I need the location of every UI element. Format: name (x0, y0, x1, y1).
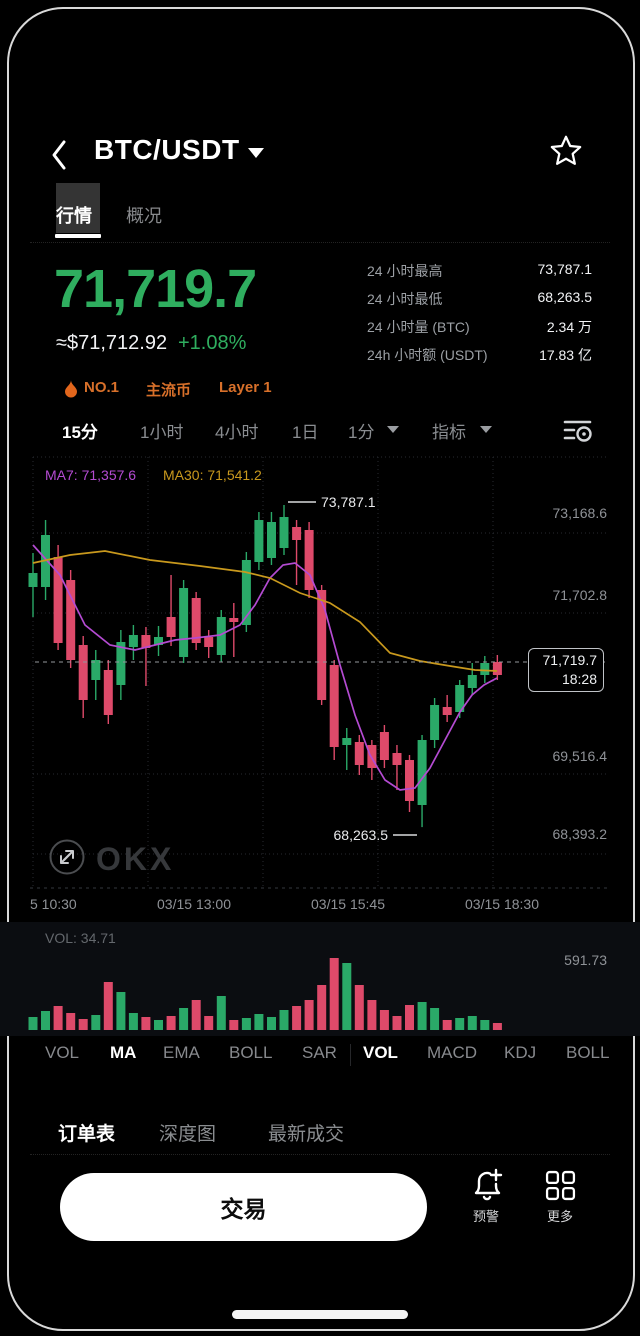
x-axis-tick: 5 10:30 (30, 896, 77, 912)
interval-more[interactable]: 1分 (348, 423, 375, 442)
tab-underline (55, 234, 101, 238)
indicator-tab-ma[interactable]: MA (110, 1043, 137, 1062)
alert-label: 预警 (472, 1209, 500, 1224)
y-axis-tick: 68,393.2 (552, 826, 608, 842)
rank-badge[interactable]: NO.1 (84, 379, 120, 396)
home-indicator (232, 1310, 408, 1319)
interval-1d[interactable]: 1日 (292, 423, 319, 442)
more-label: 更多 (546, 1209, 574, 1224)
current-price-box: 71,719.7 18:28 (528, 648, 604, 692)
chart-watermark: OKX (48, 838, 174, 881)
moving-averages-layer (32, 544, 498, 791)
stat-label: 24 小时最低 (367, 291, 443, 307)
indicator-tab-vol-main[interactable]: VOL (45, 1043, 80, 1062)
star-icon (550, 135, 582, 165)
price-change: +1.08% (178, 332, 247, 354)
stat-label: 24 小时量 (BTC) (367, 319, 470, 335)
stat-value: 17.83 亿 (539, 347, 592, 363)
x-axis-tick: 03/15 18:30 (465, 896, 539, 912)
y-axis-tick: 73,168.6 (552, 505, 608, 521)
candles-layer (28, 505, 502, 828)
tab-overview[interactable]: 概况 (126, 206, 162, 226)
chart-annotations: 73,787.1 68,263.5 (35, 494, 605, 843)
back-button[interactable] (49, 138, 69, 177)
indicator-tab-vol-sub[interactable]: VOL (363, 1043, 398, 1062)
tag-layer1[interactable]: Layer 1 (219, 379, 272, 396)
y-axis-tick: 69,516.4 (552, 748, 608, 764)
indicator-tab-sar[interactable]: SAR (302, 1043, 337, 1062)
current-price-value: 71,719.7 (542, 652, 598, 668)
y-axis-tick: 71,702.8 (552, 587, 608, 603)
stat-value: 2.34 万 (546, 319, 592, 335)
indicator-tab-boll[interactable]: BOLL (229, 1043, 273, 1062)
alert-button[interactable] (471, 1168, 503, 1207)
volume-current-label: VOL: 34.71 (45, 930, 116, 946)
stat-label: 24h 小时额 (USDT) (367, 347, 488, 363)
candlestick-chart[interactable]: 73,787.1 68,263.5 (0, 450, 640, 890)
stat-value: 73,787.1 (537, 261, 593, 277)
stat-value: 68,263.5 (537, 289, 593, 305)
okx-logo: OKX (96, 841, 175, 877)
interval-1h[interactable]: 1小时 (140, 423, 184, 442)
x-axis-tick: 03/15 15:45 (311, 896, 385, 912)
fiat-price: ≈$71,712.92 (56, 332, 168, 354)
expand-arrows-icon (49, 839, 85, 875)
back-chevron-icon (52, 140, 66, 170)
indicator-tab-kdj[interactable]: KDJ (504, 1043, 537, 1062)
high-annotation: 73,787.1 (321, 494, 376, 510)
tab-market[interactable]: 行情 (56, 206, 92, 226)
volume-bars-chart (28, 958, 502, 1030)
favorite-button[interactable] (549, 134, 583, 173)
trade-button[interactable]: 交易 (60, 1173, 427, 1241)
chart-settings-icon (563, 420, 592, 442)
volume-max-label: 591.73 (564, 952, 607, 968)
tab-depth-chart[interactable]: 深度图 (159, 1124, 217, 1145)
chevron-down-icon[interactable] (480, 426, 492, 433)
tab-market-highlight (56, 183, 100, 233)
tag-mainstream[interactable]: 主流币 (146, 382, 192, 399)
interval-15m[interactable]: 15分 (62, 423, 98, 442)
interval-4h[interactable]: 4小时 (215, 423, 259, 442)
low-annotation: 68,263.5 (334, 827, 389, 843)
indicator-tab-macd[interactable]: MACD (427, 1043, 478, 1062)
chart-gridlines (30, 456, 610, 889)
indicator-tab-boll-sub[interactable]: BOLL (566, 1043, 610, 1062)
last-price: 71,719.7 (54, 259, 257, 319)
tab-latest-trades[interactable]: 最新成交 (268, 1124, 345, 1145)
pair-dropdown-icon[interactable] (248, 148, 264, 158)
grid-icon (545, 1170, 576, 1201)
chevron-down-icon[interactable] (387, 426, 399, 433)
expand-chart-button[interactable] (48, 838, 86, 881)
bottom-tabs-divider (30, 1154, 610, 1155)
indicator-menu[interactable]: 指标 (432, 423, 466, 442)
indicator-tab-ema[interactable]: EMA (163, 1043, 200, 1062)
ma30-legend: MA30: 71,541.2 (163, 467, 262, 483)
chart-settings-button[interactable] (563, 417, 593, 450)
more-button[interactable] (545, 1170, 576, 1206)
x-axis-tick: 03/15 13:00 (157, 896, 231, 912)
page-title[interactable]: BTC/USDT (94, 134, 240, 165)
tab-order-book[interactable]: 订单表 (58, 1124, 116, 1145)
flame-icon (64, 380, 78, 403)
bell-plus-icon (474, 1168, 503, 1201)
indicator-tabs-divider (350, 1044, 351, 1066)
current-price-time: 18:28 (561, 671, 597, 687)
stat-label: 24 小时最高 (367, 263, 443, 279)
tabs-divider (30, 242, 610, 243)
ma7-legend: MA7: 71,357.6 (45, 467, 137, 483)
